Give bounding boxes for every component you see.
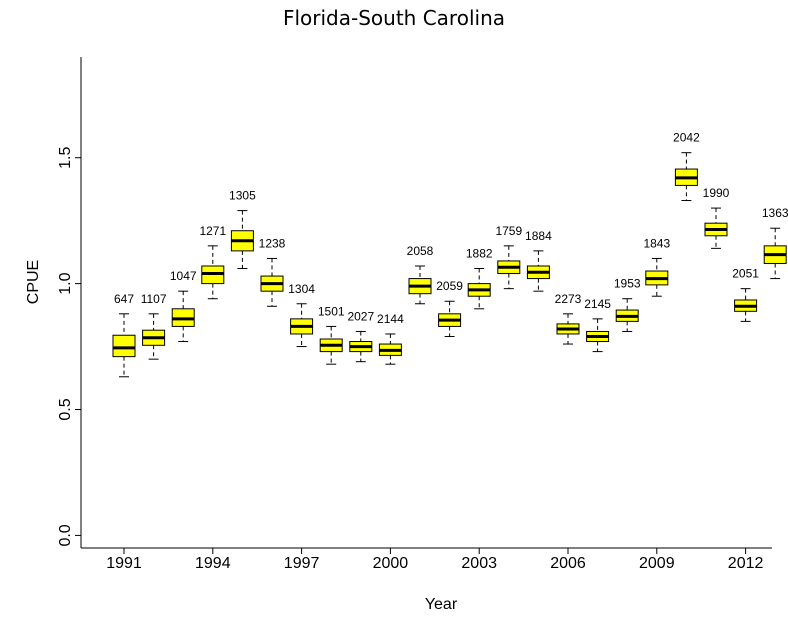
data-label: 2058: [407, 244, 434, 258]
box-2013: 1363: [762, 206, 788, 280]
data-label: 2027: [347, 309, 374, 323]
data-label: 1363: [762, 206, 788, 220]
box-2009: 1843: [643, 236, 670, 297]
data-label: 2042: [673, 131, 700, 145]
axes: [80, 57, 772, 549]
box-2008: 1953: [614, 277, 641, 332]
y-tick-label: 1.0: [57, 272, 74, 294]
box-1993: 1047: [170, 269, 197, 343]
box-2005: 1884: [525, 229, 552, 292]
data-label: 1843: [643, 236, 670, 250]
x-tick-label: 2009: [639, 555, 675, 572]
x-ticks: 1991 1994 1997 2000 2003 2006 2009 2012: [106, 548, 763, 572]
data-label: 2145: [584, 297, 611, 311]
data-label: 2273: [555, 292, 582, 306]
y-axis-title: CPUE: [25, 260, 42, 304]
box-2000: 2144: [377, 312, 404, 365]
x-tick-label: 2012: [728, 555, 764, 572]
box-2002: 2059: [436, 279, 463, 337]
chart-title: Florida-South Carolina: [282, 6, 505, 30]
data-label: 1047: [170, 269, 197, 283]
box-1991: 647: [112, 292, 136, 378]
box-1992: 1107: [141, 292, 167, 360]
box-1998: 1501: [318, 304, 345, 365]
box-2004: 1759: [495, 224, 522, 290]
data-label: 1953: [614, 277, 641, 291]
x-tick-label: 2003: [461, 555, 497, 572]
data-label: 1271: [199, 224, 226, 238]
x-tick-label: 1991: [106, 555, 142, 572]
box-body: [112, 334, 136, 358]
data-label: 1305: [229, 189, 256, 203]
x-tick-label: 1997: [284, 555, 320, 572]
box-2012: 2051: [732, 267, 759, 322]
data-label: 1107: [141, 292, 167, 306]
data-label: 1759: [495, 224, 522, 238]
box-2001: 2058: [407, 244, 434, 305]
x-axis-title: Year: [425, 596, 458, 613]
y-tick-label: 0.5: [57, 398, 74, 420]
data-label: 1238: [259, 236, 286, 250]
x-tick-label: 1994: [195, 555, 231, 572]
box-2010: 2042: [673, 131, 700, 202]
box-2011: 1990: [703, 186, 730, 249]
data-label: 1884: [525, 229, 552, 243]
box-1999: 2027: [347, 309, 374, 363]
data-label: 1990: [703, 186, 730, 200]
data-label: 2051: [732, 267, 759, 281]
data-label: 2144: [377, 312, 404, 326]
y-tick-label: 0.0: [57, 524, 74, 546]
data-label: 647: [114, 292, 134, 306]
box-1995: 1305: [229, 189, 256, 270]
box-2006: 2273: [555, 292, 582, 345]
x-tick-label: 2000: [373, 555, 409, 572]
y-tick-label: 1.5: [57, 146, 74, 168]
x-tick-label: 2006: [550, 555, 586, 572]
box-1994: 1271: [199, 224, 226, 300]
box-1996: 1238: [259, 236, 286, 307]
box-1997: 1304: [288, 282, 315, 348]
box-2007: 2145: [584, 297, 611, 353]
data-label: 1501: [318, 304, 345, 318]
box-2003: 1882: [466, 247, 493, 310]
data-label: 1882: [466, 247, 493, 261]
y-ticks: 0.0 0.5 1.0 1.5: [57, 146, 81, 547]
data-label: 1304: [288, 282, 315, 296]
data-label: 2059: [436, 279, 463, 293]
